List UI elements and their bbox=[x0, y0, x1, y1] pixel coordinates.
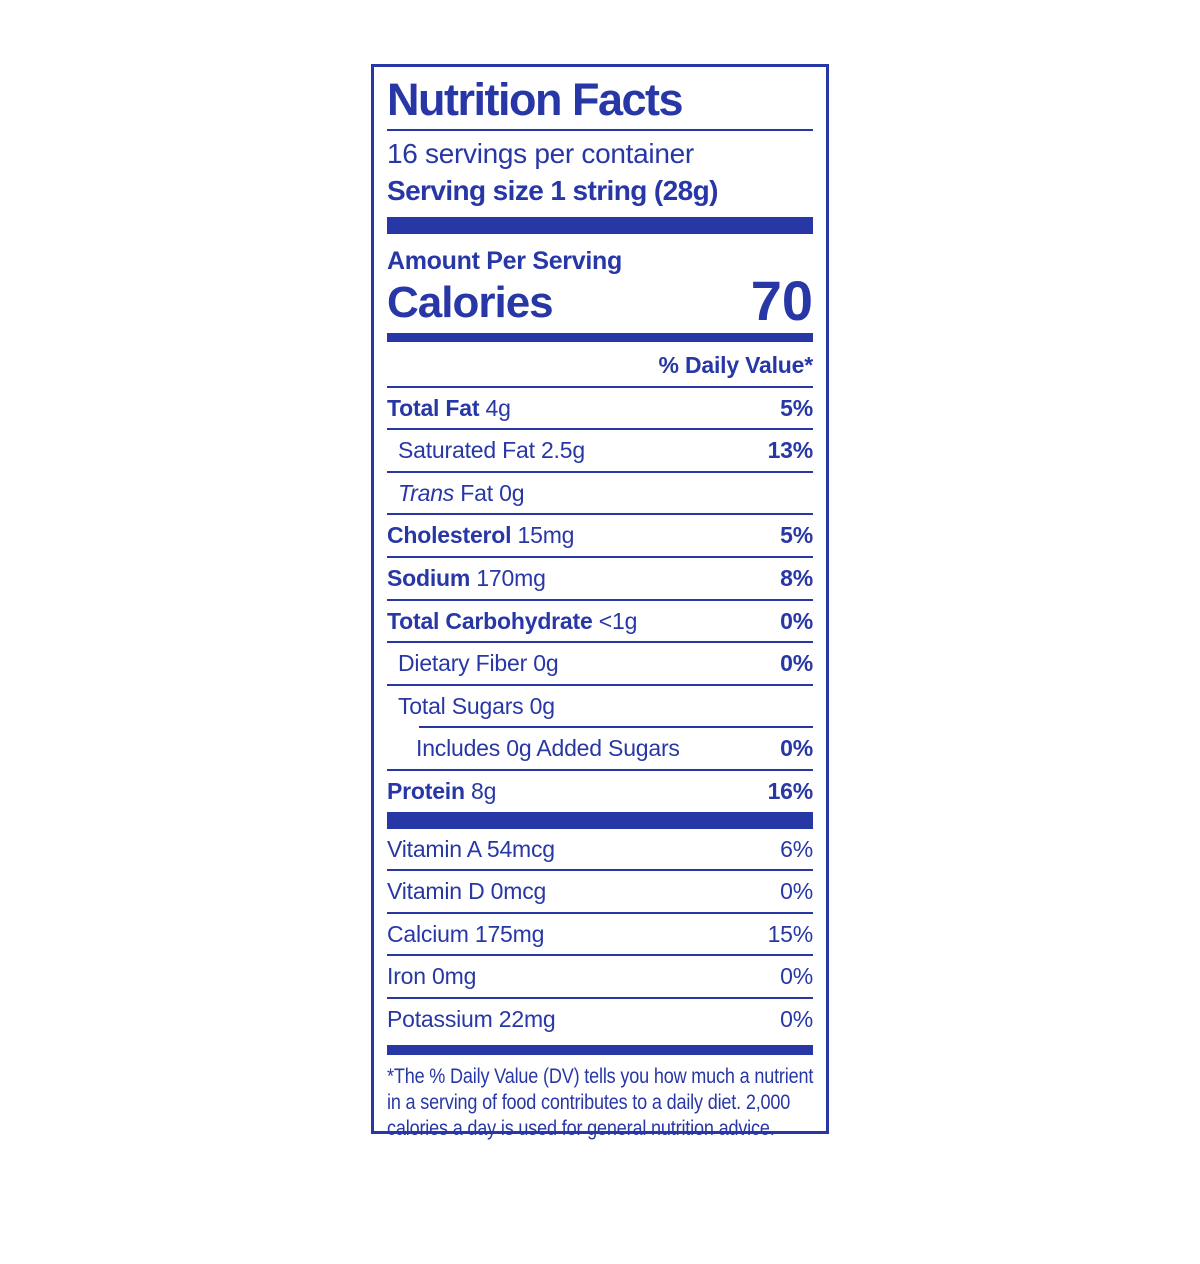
daily-value-percent: 0% bbox=[780, 607, 813, 634]
footnote-line: in a serving of food contributes to a da… bbox=[387, 1090, 791, 1114]
divider-bar-thick-bottom bbox=[387, 811, 813, 829]
daily-value-percent: 0% bbox=[780, 963, 813, 990]
nutrient-row: Saturated Fat 2.5g 13% bbox=[387, 430, 813, 473]
nutrient-row: Sodium 170mg 8% bbox=[387, 558, 813, 601]
nutrient-name: Protein bbox=[387, 778, 465, 805]
partial-divider bbox=[419, 726, 813, 729]
servings-per-container: 16 servings per container bbox=[387, 138, 694, 170]
nutrient-name: Saturated Fat bbox=[398, 437, 535, 464]
daily-value-percent: 0% bbox=[780, 1005, 813, 1032]
nutrient-row: Dietary Fiber 0g 0% bbox=[387, 643, 813, 686]
footnote-line: calories a day is used for general nutri… bbox=[387, 1117, 775, 1141]
daily-value-percent: 15% bbox=[767, 920, 814, 947]
nutrient-row: Calcium 175mg 15% bbox=[387, 914, 813, 957]
daily-value-percent: 0% bbox=[780, 650, 813, 677]
nutrient-row: Total Sugars 0g bbox=[398, 692, 555, 719]
nutrient-name: Vitamin A bbox=[387, 835, 481, 862]
nutrient-name: Potassium bbox=[387, 1005, 493, 1032]
nutrient-name: Total Sugars bbox=[398, 692, 524, 719]
nutrient-name: Calcium bbox=[387, 920, 469, 947]
nutrient-rows: Total Fat 4g 5% Saturated Fat 2.5g 13% Trans… bbox=[387, 388, 813, 812]
nutrient-row: Cholesterol 15mg 5% bbox=[387, 515, 813, 559]
amount-per-serving-label: Amount Per Serving bbox=[387, 246, 622, 275]
nutrient-name: Total Fat bbox=[387, 394, 480, 421]
title-divider bbox=[387, 129, 813, 132]
serving-size: Serving size 1 string (28g) bbox=[387, 174, 718, 206]
daily-value-percent: 6% bbox=[780, 835, 813, 862]
footnote: *The % Daily Value (DV) tells you how mu… bbox=[387, 1064, 814, 1143]
divider-bar-medium bbox=[387, 332, 813, 342]
nutrient-row: Includes 0g Added Sugars 0% bbox=[387, 728, 813, 772]
footnote-line: *The % Daily Value (DV) tells you how mu… bbox=[387, 1064, 814, 1088]
nutrient-name-italic: Trans bbox=[398, 479, 461, 506]
nutrient-row: Vitamin A 54mcg 6% bbox=[387, 829, 813, 872]
nutrient-name: Dietary Fiber bbox=[398, 650, 528, 677]
nutrient-row: Vitamin D 0mcg 0% bbox=[387, 871, 813, 914]
calories-value: 70 bbox=[750, 268, 813, 332]
nutrient-name: Includes 0g Added Sugars bbox=[416, 735, 680, 762]
calories-label: Calories bbox=[387, 277, 554, 327]
nutrient-row: Trans Fat 0g bbox=[387, 473, 813, 516]
nutrient-row: Iron 0mg 0% bbox=[387, 956, 813, 999]
vitamin-rows: Vitamin A 54mcg 6% Vitamin D 0mcg 0% Calcium… bbox=[387, 829, 813, 1040]
nutrient-row: Total Fat 4g 5% bbox=[387, 388, 813, 431]
daily-value-percent: 16% bbox=[767, 778, 814, 805]
calories-row: Calories 70 bbox=[387, 268, 813, 332]
daily-value-percent: 8% bbox=[780, 565, 813, 592]
nutrient-row: Potassium 22mg 0% bbox=[387, 1005, 813, 1032]
daily-value-percent: 13% bbox=[767, 437, 814, 464]
nutrition-facts-label: Nutrition Facts 16 servings per containe… bbox=[371, 64, 829, 1140]
daily-value-percent: 5% bbox=[780, 394, 813, 421]
daily-value-percent: 0% bbox=[780, 735, 813, 762]
nutrient-row: Protein 8g 16% bbox=[387, 778, 814, 805]
label-title: Nutrition Facts bbox=[387, 74, 684, 125]
nutrient-name: Total Carbohydrate bbox=[387, 607, 593, 634]
daily-value-percent: 0% bbox=[780, 878, 813, 905]
divider-bar-thick-top bbox=[387, 216, 813, 234]
nutrient-name: Iron bbox=[387, 963, 426, 990]
divider-bar-footnote bbox=[387, 1044, 813, 1055]
daily-value-header: % Daily Value* bbox=[387, 342, 813, 388]
nutrient-name: Sodium bbox=[387, 565, 471, 592]
nutrient-row: Total Carbohydrate <1g 0% bbox=[387, 601, 813, 644]
nutrient-name: Vitamin D bbox=[387, 878, 485, 905]
nutrient-name: Cholesterol bbox=[387, 522, 512, 549]
daily-value-percent: 5% bbox=[780, 522, 813, 549]
nutrient-name: Fat bbox=[460, 479, 493, 506]
